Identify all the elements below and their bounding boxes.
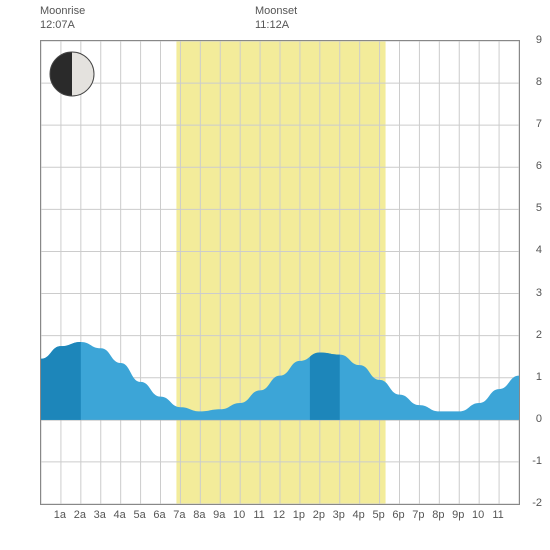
x-tick-label: 7a [173,509,185,521]
y-tick-label: 7 [536,118,542,130]
y-tick-label: 1 [536,371,542,383]
x-tick-label: 11 [492,509,503,521]
y-tick-label: -1 [532,455,542,467]
x-tick-label: 11 [253,509,264,521]
x-tick-label: 4p [353,509,365,521]
x-tick-label: 3a [94,509,106,521]
y-tick-label: 8 [536,76,542,88]
x-tick-label: 4a [114,509,126,521]
y-tick-label: 0 [536,413,542,425]
x-tick-label: 5p [372,509,384,521]
tide-chart-container: Moonrise 12:07A Moonset 11:12A -2-101234… [0,0,550,550]
chart-plot-area [40,40,520,505]
x-tick-label: 1a [54,509,66,521]
x-tick-label: 6a [153,509,165,521]
moonset-time: 11:12A [255,19,289,31]
x-tick-label: 2a [74,509,86,521]
x-tick-label: 12 [273,509,285,521]
x-tick-label: 10 [472,509,484,521]
moonrise-time: 12:07A [40,19,75,31]
x-tick-label: 7p [412,509,424,521]
moon-dark [48,50,72,98]
moonrise-label: Moonrise 12:07A [40,4,85,33]
y-tick-label: -2 [532,497,542,509]
y-tick-label: 6 [536,160,542,172]
x-tick-label: 9a [213,509,225,521]
x-tick-label: 9p [452,509,464,521]
x-tick-label: 8p [432,509,444,521]
y-tick-label: 2 [536,329,542,341]
moon-phase-icon [48,50,96,98]
moonrise-title: Moonrise [40,5,85,17]
y-tick-label: 4 [536,244,542,256]
moonset-label: Moonset 11:12A [255,4,297,33]
x-tick-label: 5a [133,509,145,521]
moonset-title: Moonset [255,5,297,17]
y-tick-label: 5 [536,202,542,214]
x-tick-label: 3p [333,509,345,521]
chart-svg [41,41,519,504]
y-tick-label: 3 [536,287,542,299]
x-tick-label: 6p [392,509,404,521]
x-tick-label: 2p [313,509,325,521]
x-tick-label: 1p [293,509,305,521]
y-tick-label: 9 [536,34,542,46]
x-tick-label: 10 [233,509,245,521]
x-tick-label: 8a [193,509,205,521]
